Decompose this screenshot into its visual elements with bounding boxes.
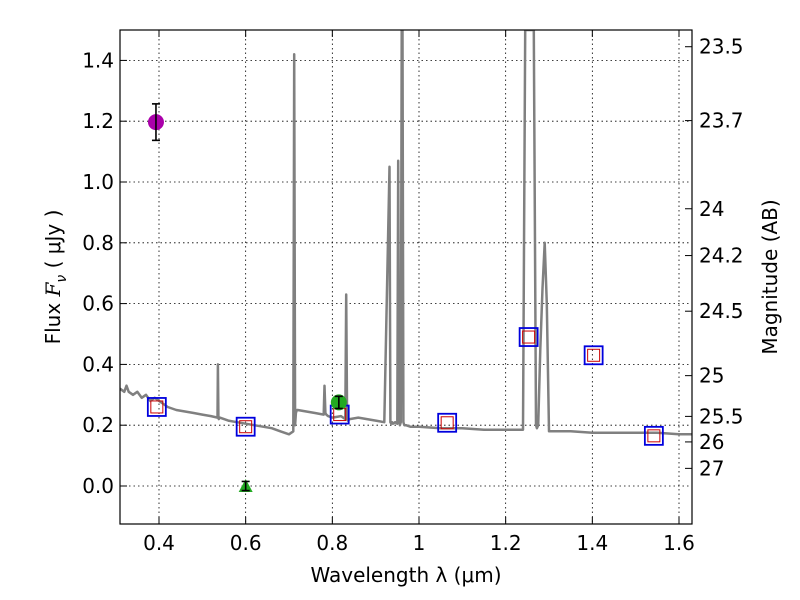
grid-lines xyxy=(120,30,692,524)
y-axis-title: Flux Fν ( μJy ) xyxy=(41,210,70,345)
y2-axis-title: Magnitude (AB) xyxy=(758,199,782,354)
mag-tick-label: 27 xyxy=(699,456,724,480)
x-tick-label: 1.6 xyxy=(663,531,695,555)
plot-frame xyxy=(119,29,693,525)
mag-tick-label: 24 xyxy=(699,197,724,221)
model-photometry-box xyxy=(643,425,664,446)
mag-tick-label: 25 xyxy=(699,364,724,388)
y-tick-label: 1.0 xyxy=(82,170,114,194)
spectrum-line xyxy=(120,30,692,436)
model-photometry-box xyxy=(146,397,167,417)
y-axis-title-symbol: F xyxy=(41,281,65,297)
x-tick-label: 0.6 xyxy=(230,531,262,555)
model-photometry-box xyxy=(235,416,256,437)
model-photometry-box xyxy=(518,327,539,347)
observed-photometry-box xyxy=(239,420,253,434)
observed-photometry-box xyxy=(587,348,601,362)
mag-tick-label: 23.7 xyxy=(699,109,744,133)
y-tick-label: 1.4 xyxy=(82,48,114,72)
observed-photometry-box xyxy=(647,429,661,443)
axes: 0.4 0.6 0.8 1 1.2 1.4 1.6 0.0 0.2 0.4 0.6 0.8 1.0 1.2… xyxy=(82,30,744,555)
x-tick-label: 1 xyxy=(413,531,426,555)
observed-photometry-box xyxy=(150,400,164,414)
x-axis-title: Wavelength λ (μm) xyxy=(310,563,501,587)
mag-tick-label: 26 xyxy=(699,430,724,454)
y-axis-title-tail: ( μJy ) xyxy=(41,210,65,275)
x-tick-label: 0.8 xyxy=(316,531,348,555)
model-photometry-box xyxy=(437,412,458,433)
y-tick-label: 1.2 xyxy=(82,109,114,133)
x-tick-label: 1.4 xyxy=(576,531,608,555)
data-marks xyxy=(120,30,692,492)
mag-tick-label: 24.2 xyxy=(699,244,744,268)
y-tick-label: 0.6 xyxy=(82,292,114,316)
mag-tick-label: 25.5 xyxy=(699,404,744,428)
observed-photometry-box xyxy=(522,330,536,344)
y-tick-label: 0.4 xyxy=(82,352,114,376)
y-tick-label: 0.8 xyxy=(82,231,114,255)
observed-photometry-box xyxy=(440,416,454,430)
y-axis-title-subscript: ν xyxy=(54,275,70,283)
model-photometry-box xyxy=(583,345,604,366)
plot-background xyxy=(120,30,692,524)
mag-tick-label: 23.5 xyxy=(699,35,744,59)
mag-tick-label: 24.5 xyxy=(699,299,744,323)
y-axis-title-lead: Flux xyxy=(41,296,65,344)
y-tick-label: 0.2 xyxy=(82,413,114,437)
x-tick-label: 1.2 xyxy=(490,531,522,555)
y-tick-label: 0.0 xyxy=(82,474,114,498)
x-tick-label: 0.4 xyxy=(143,531,175,555)
